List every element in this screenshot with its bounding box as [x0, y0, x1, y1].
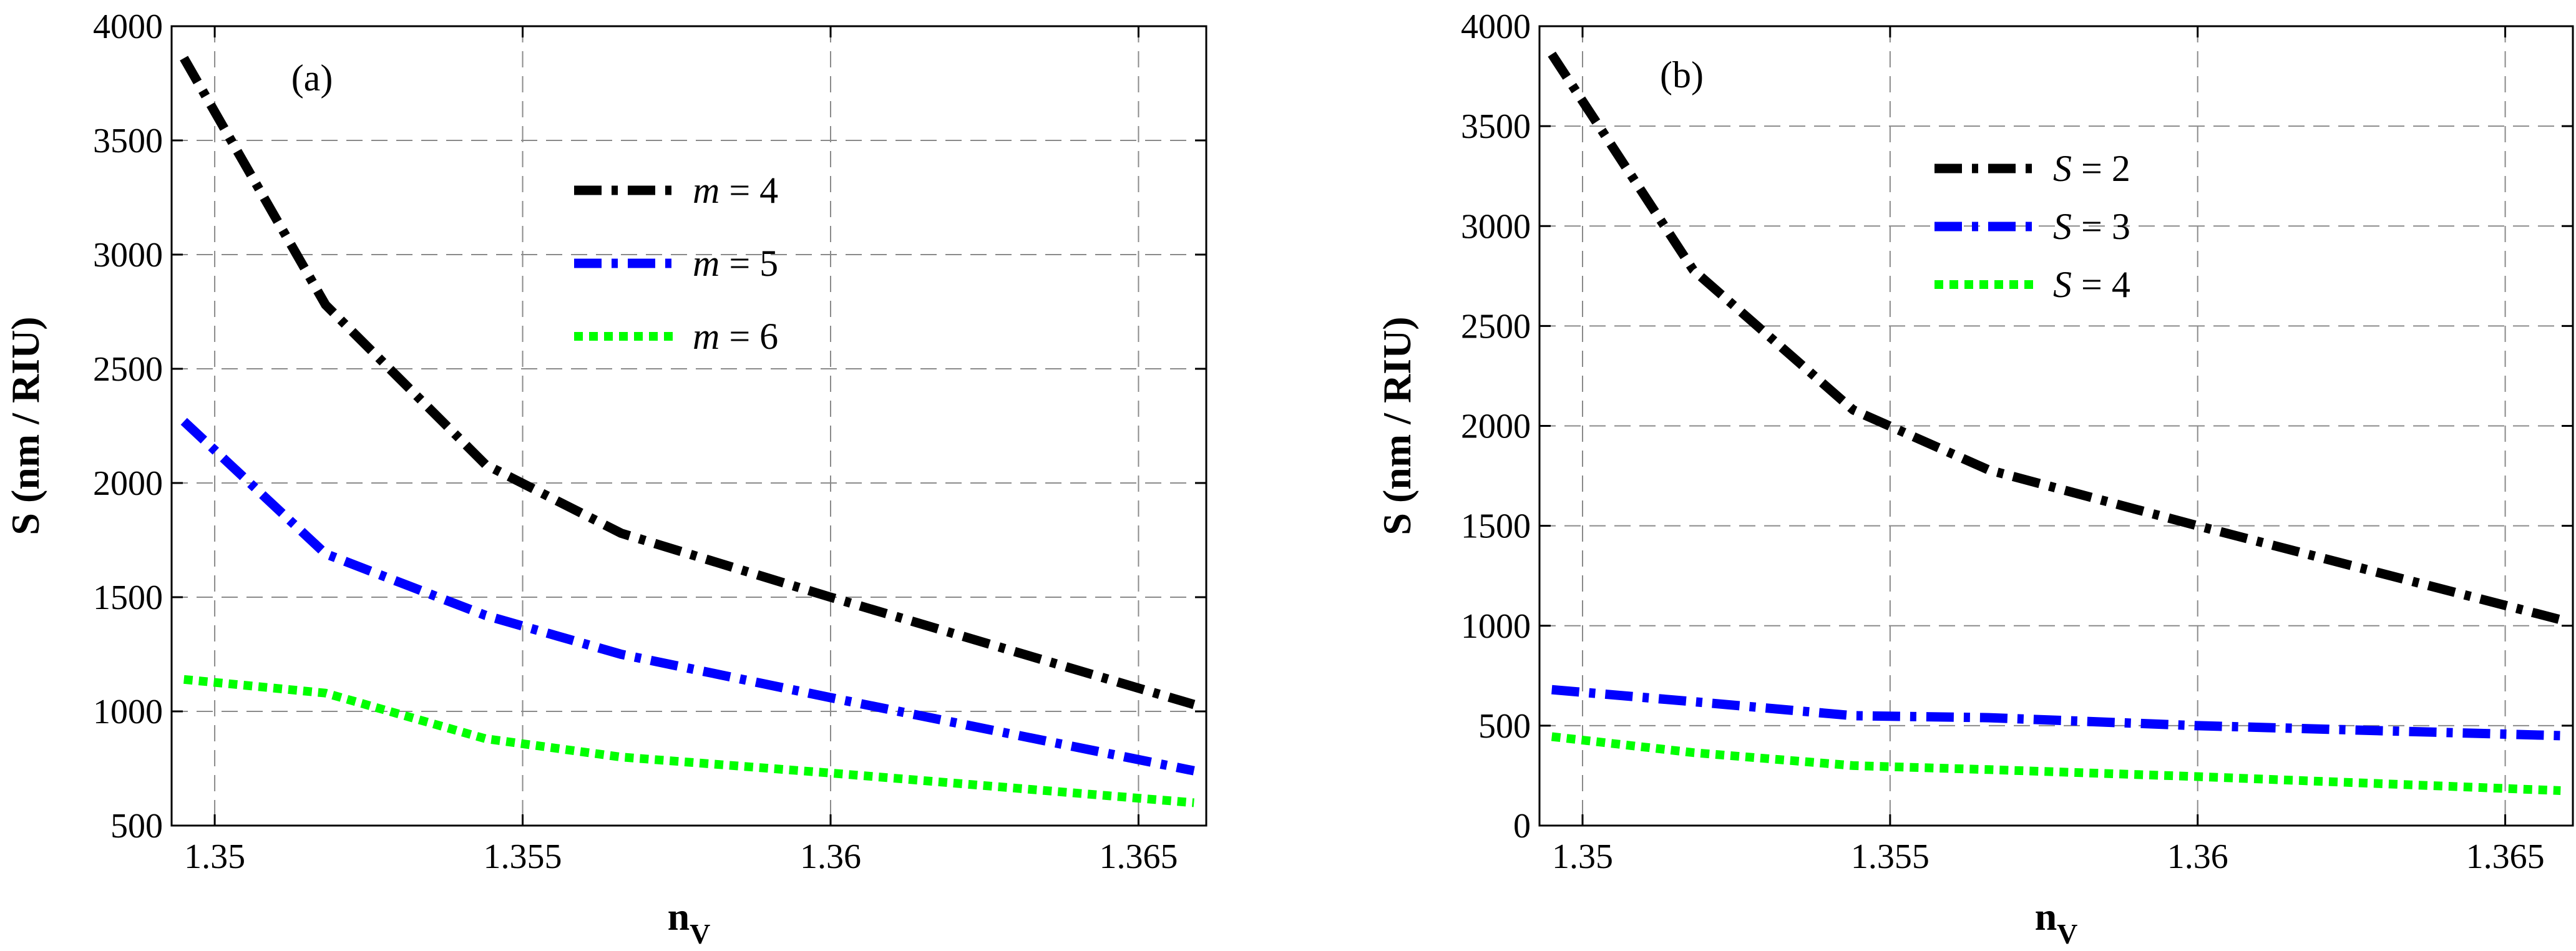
x-axis-title-subscript: V [2057, 918, 2077, 950]
x-tick-label: 1.36 [2167, 837, 2228, 876]
y-tick-label: 2000 [1461, 407, 1531, 446]
x-axis-title-main: n [2035, 894, 2057, 939]
y-tick-label: 3000 [93, 236, 163, 275]
y-tick-label: 3500 [1461, 107, 1531, 146]
x-axis-title: nV [668, 894, 711, 950]
y-tick-label: 4000 [93, 7, 163, 46]
x-axis-title-subscript: V [690, 918, 710, 950]
y-tick-label: 2000 [93, 464, 163, 503]
y-tick-label: 3500 [93, 122, 163, 160]
y-tick-label: 2500 [93, 350, 163, 389]
x-tick-label: 1.355 [484, 837, 562, 876]
x-tick-label: 1.35 [1552, 837, 1613, 876]
y-tick-label: 2500 [1461, 307, 1531, 346]
y-tick-label: 3000 [1461, 207, 1531, 246]
x-axis-title: nV [2035, 894, 2078, 950]
series-line-3 [1551, 732, 2561, 795]
legend-entry-2: S = 3 [2053, 206, 2130, 247]
x-tick-label: 1.355 [1851, 837, 1930, 876]
legend-variable: S [2053, 264, 2072, 305]
plot-frame [170, 25, 1208, 827]
panel-label: (a) [291, 57, 333, 99]
panel-b: 1.35 1.355 1.36 1.365 0 500 1000 1500 2000 2500 30… [1375, 7, 2574, 950]
legend-value: = 4 [720, 170, 778, 211]
legend-value: = 5 [720, 243, 778, 284]
legend-entry-2: m = 5 [693, 243, 778, 284]
legend-entry-1: m = 4 [693, 170, 778, 211]
y-tick-label: 1500 [93, 578, 163, 617]
y-tick-label: 0 [1513, 807, 1531, 846]
series-line-1 [1548, 51, 2562, 625]
legend-value: = 3 [2072, 206, 2130, 247]
x-tick-label: 1.365 [1099, 837, 1178, 876]
series-line-2 [180, 417, 1195, 776]
y-tick-label: 1500 [1461, 507, 1531, 546]
y-tick-label: 500 [1478, 707, 1531, 746]
series-line-2 [1551, 685, 2561, 741]
legend-variable: S [2053, 206, 2072, 247]
y-axis-title: S (nm / RIU) [3, 316, 47, 535]
legend-value: = 4 [2072, 264, 2130, 305]
panel-a: 1.35 1.355 1.36 1.365 500 1000 1500 2000 2500 300… [3, 7, 1208, 950]
legend-value: = 6 [720, 316, 778, 357]
y-tick-label: 500 [110, 807, 163, 846]
x-tick-label: 1.36 [800, 837, 861, 876]
legend-variable: m [693, 316, 720, 357]
legend-entry-3: S = 4 [2053, 264, 2130, 305]
legend-variable: m [693, 170, 720, 211]
x-tick-label: 1.35 [184, 837, 245, 876]
legend-variable: m [693, 243, 720, 284]
y-tick-label: 4000 [1461, 7, 1531, 46]
x-tick-label: 1.365 [2466, 837, 2545, 876]
y-tick-label: 1000 [1461, 607, 1531, 646]
panel-label: (b) [1660, 54, 1704, 95]
y-tick-label: 1000 [93, 693, 163, 731]
series-line-3 [183, 675, 1194, 807]
y-axis-title: S (nm / RIU) [1375, 316, 1419, 535]
legend-entry-1: S = 2 [2053, 148, 2130, 189]
legend-value: = 2 [2072, 148, 2130, 189]
series-line-1 [180, 56, 1196, 710]
plot-area [172, 26, 1206, 826]
legend-entry-3: m = 6 [693, 316, 778, 357]
legend-variable: S [2053, 148, 2072, 189]
x-axis-title-main: n [668, 894, 690, 939]
